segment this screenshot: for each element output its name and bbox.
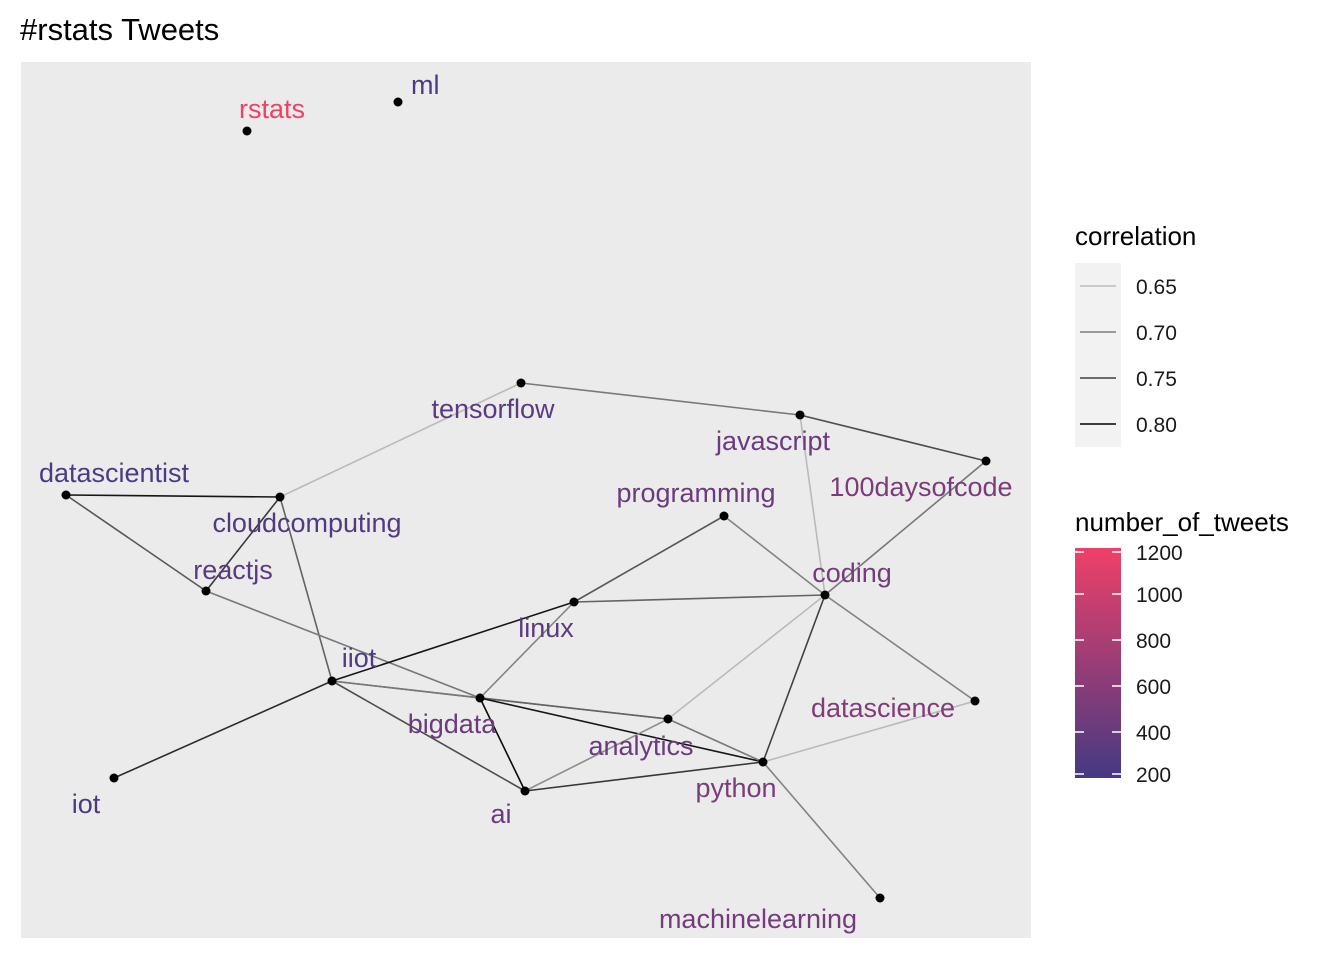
edge-reactjs-bigdata	[205, 590, 481, 699]
node-label-tensorflow: tensorflow	[431, 394, 555, 424]
edge-iiot-iot	[113, 680, 333, 779]
node-linux	[569, 597, 579, 607]
number-of-tweets-legend-label: 200	[1136, 764, 1171, 787]
edge-javascript-coding	[799, 414, 826, 596]
correlation-legend-label: 0.70	[1136, 322, 1177, 345]
node-label-iot: iot	[72, 789, 101, 819]
edge-analytics-python	[667, 718, 764, 763]
number-of-tweets-legend-title: number_of_tweets	[1075, 507, 1289, 537]
number-of-tweets-legend-label: 400	[1136, 722, 1171, 745]
node-label-programming: programming	[616, 478, 775, 508]
edge-bigdata-ai	[479, 697, 526, 792]
edge-iiot-ai	[331, 680, 526, 792]
edge-linux-iiot	[331, 601, 575, 682]
node-label-rstats: rstats	[239, 94, 305, 124]
correlation-legend: correlation 0.65 0.70 0.75 0.80	[1075, 221, 1196, 447]
node-reactjs	[201, 586, 211, 596]
node-label-datascientist: datascientist	[39, 458, 190, 488]
edge-tensorflow-javascript	[520, 382, 801, 416]
edge-linux-bigdata	[479, 601, 575, 699]
number-of-tweets-legend-label: 1000	[1136, 584, 1183, 607]
node-label-ml: ml	[411, 70, 440, 100]
edge-bigdata-python	[479, 697, 764, 763]
edge-cloudcomputing-iiot	[279, 496, 333, 682]
edge-linux-coding	[573, 594, 826, 603]
edge-datascientist-reactjs	[65, 494, 207, 592]
node-label-python: python	[695, 773, 776, 803]
edge-python-machinelearning	[762, 761, 881, 899]
node-labels-layer: rstats ml tensorflow javascript 100daysofcod…	[39, 70, 1013, 934]
node-label-linux: linux	[518, 613, 574, 643]
node-label-cloudcomputing: cloudcomputing	[212, 508, 401, 538]
edge-100daysofcode-coding	[824, 460, 987, 596]
node-iiot	[327, 676, 337, 686]
edge-programming-coding	[723, 515, 826, 596]
correlation-legend-title: correlation	[1075, 221, 1196, 251]
node-label-datascience: datascience	[811, 693, 955, 723]
node-iot	[109, 773, 119, 783]
edge-cloudcomputing-reactjs	[205, 496, 281, 592]
correlation-legend-label: 0.80	[1136, 414, 1177, 437]
node-bigdata	[475, 693, 485, 703]
node-programming	[719, 511, 729, 521]
number-of-tweets-legend-label: 600	[1136, 676, 1171, 699]
node-label-javascript: javascript	[715, 426, 831, 456]
edges-layer	[65, 382, 987, 899]
edge-coding-analytics	[667, 594, 826, 720]
node-label-machinelearning: machinelearning	[659, 904, 857, 934]
number-of-tweets-colorbar	[1075, 548, 1121, 778]
number-of-tweets-legend: number_of_tweets 200 400 600 800 1000 1200	[1075, 507, 1289, 787]
node-analytics	[663, 714, 673, 724]
correlation-legend-key-background	[1075, 263, 1121, 447]
node-rstats	[242, 126, 252, 136]
edge-coding-python	[762, 594, 826, 763]
node-ml	[393, 97, 403, 107]
node-python	[758, 757, 768, 767]
edge-coding-datascience	[824, 594, 976, 702]
node-label-reactjs: reactjs	[193, 555, 273, 585]
edge-datascientist-cloudcomputing	[65, 494, 281, 498]
edge-python-ai	[524, 761, 764, 792]
node-machinelearning	[875, 893, 885, 903]
node-label-bigdata: bigdata	[408, 709, 498, 739]
node-label-iiot: iiot	[342, 643, 377, 673]
node-ai	[520, 786, 530, 796]
node-label-100daysofcode: 100daysofcode	[829, 472, 1012, 502]
node-label-ai: ai	[490, 799, 511, 829]
nodes-layer	[61, 97, 991, 903]
node-datascience	[970, 696, 980, 706]
edge-bigdata-analytics	[479, 697, 669, 720]
node-coding	[820, 590, 830, 600]
node-cloudcomputing	[275, 492, 285, 502]
node-100daysofcode	[981, 456, 991, 466]
correlation-legend-label: 0.75	[1136, 368, 1177, 391]
edge-programming-linux	[573, 515, 725, 603]
edge-javascript-100daysofcode	[799, 414, 987, 462]
chart-title: #rstats Tweets	[20, 12, 219, 47]
node-label-analytics: analytics	[588, 731, 693, 761]
node-tensorflow	[516, 378, 526, 388]
number-of-tweets-legend-label: 1200	[1136, 542, 1183, 565]
edge-analytics-ai	[524, 718, 669, 792]
node-datascientist	[61, 490, 71, 500]
correlation-legend-label: 0.65	[1136, 276, 1177, 299]
node-label-coding: coding	[812, 558, 892, 588]
node-javascript	[795, 410, 805, 420]
number-of-tweets-legend-label: 800	[1136, 630, 1171, 653]
edge-datascience-python	[762, 700, 976, 763]
edge-tensorflow-cloudcomputing	[279, 382, 522, 498]
